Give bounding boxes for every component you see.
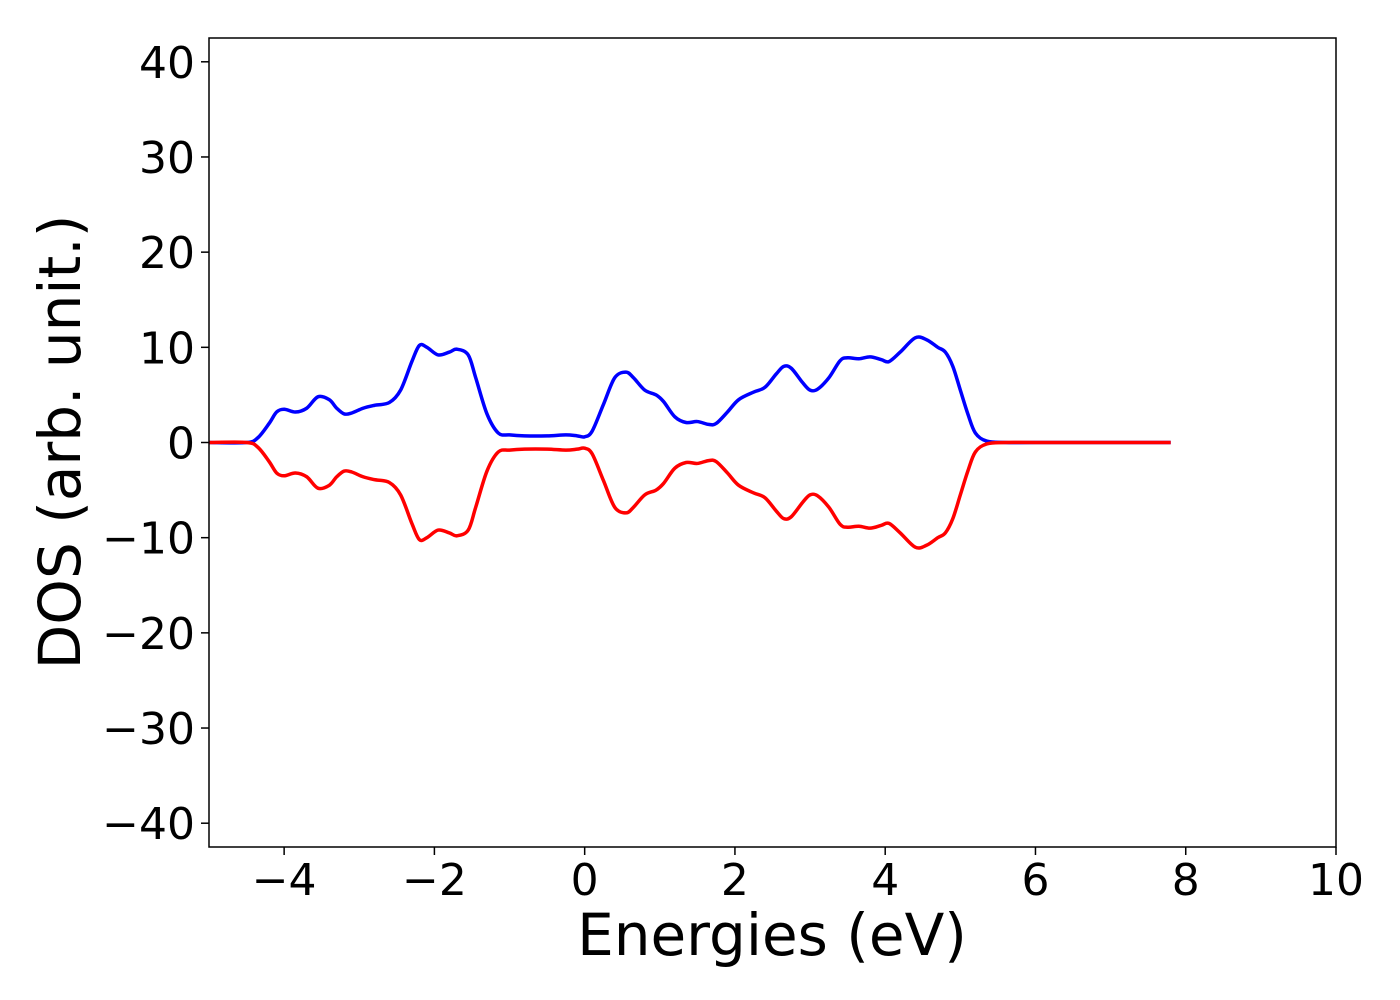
y-tick-label: −40 (102, 799, 195, 850)
y-tick-label: 10 (139, 323, 195, 374)
x-tick-label: 0 (571, 855, 599, 906)
x-axis-label: Energies (eV) (577, 901, 967, 969)
x-tick-label: 4 (871, 855, 899, 906)
x-tick-label: 2 (721, 855, 749, 906)
y-tick-label: 40 (139, 38, 195, 89)
y-tick-label: −10 (102, 514, 195, 565)
y-tick-label: 20 (139, 228, 195, 279)
y-tick-label: 0 (167, 419, 195, 470)
series-line-1 (208, 440, 1171, 550)
x-tick-label: 10 (1308, 855, 1364, 906)
x-tick-label: −2 (402, 855, 467, 906)
y-tick-label: −30 (102, 704, 195, 755)
y-tick-label: −20 (102, 609, 195, 660)
series-line-0 (208, 335, 1171, 445)
y-axis-ticks: −40 −30 −20 −10 0 10 20 30 40 (102, 38, 209, 850)
series-layer (208, 335, 1171, 550)
x-tick-label: −4 (252, 855, 317, 906)
x-axis-ticks: −4 −2 0 2 4 6 8 10 (252, 847, 1364, 906)
x-tick-label: 8 (1172, 855, 1200, 906)
x-tick-label: 6 (1021, 855, 1049, 906)
y-axis-label: DOS (arb. unit.) (26, 215, 94, 670)
y-tick-label: 30 (139, 133, 195, 184)
